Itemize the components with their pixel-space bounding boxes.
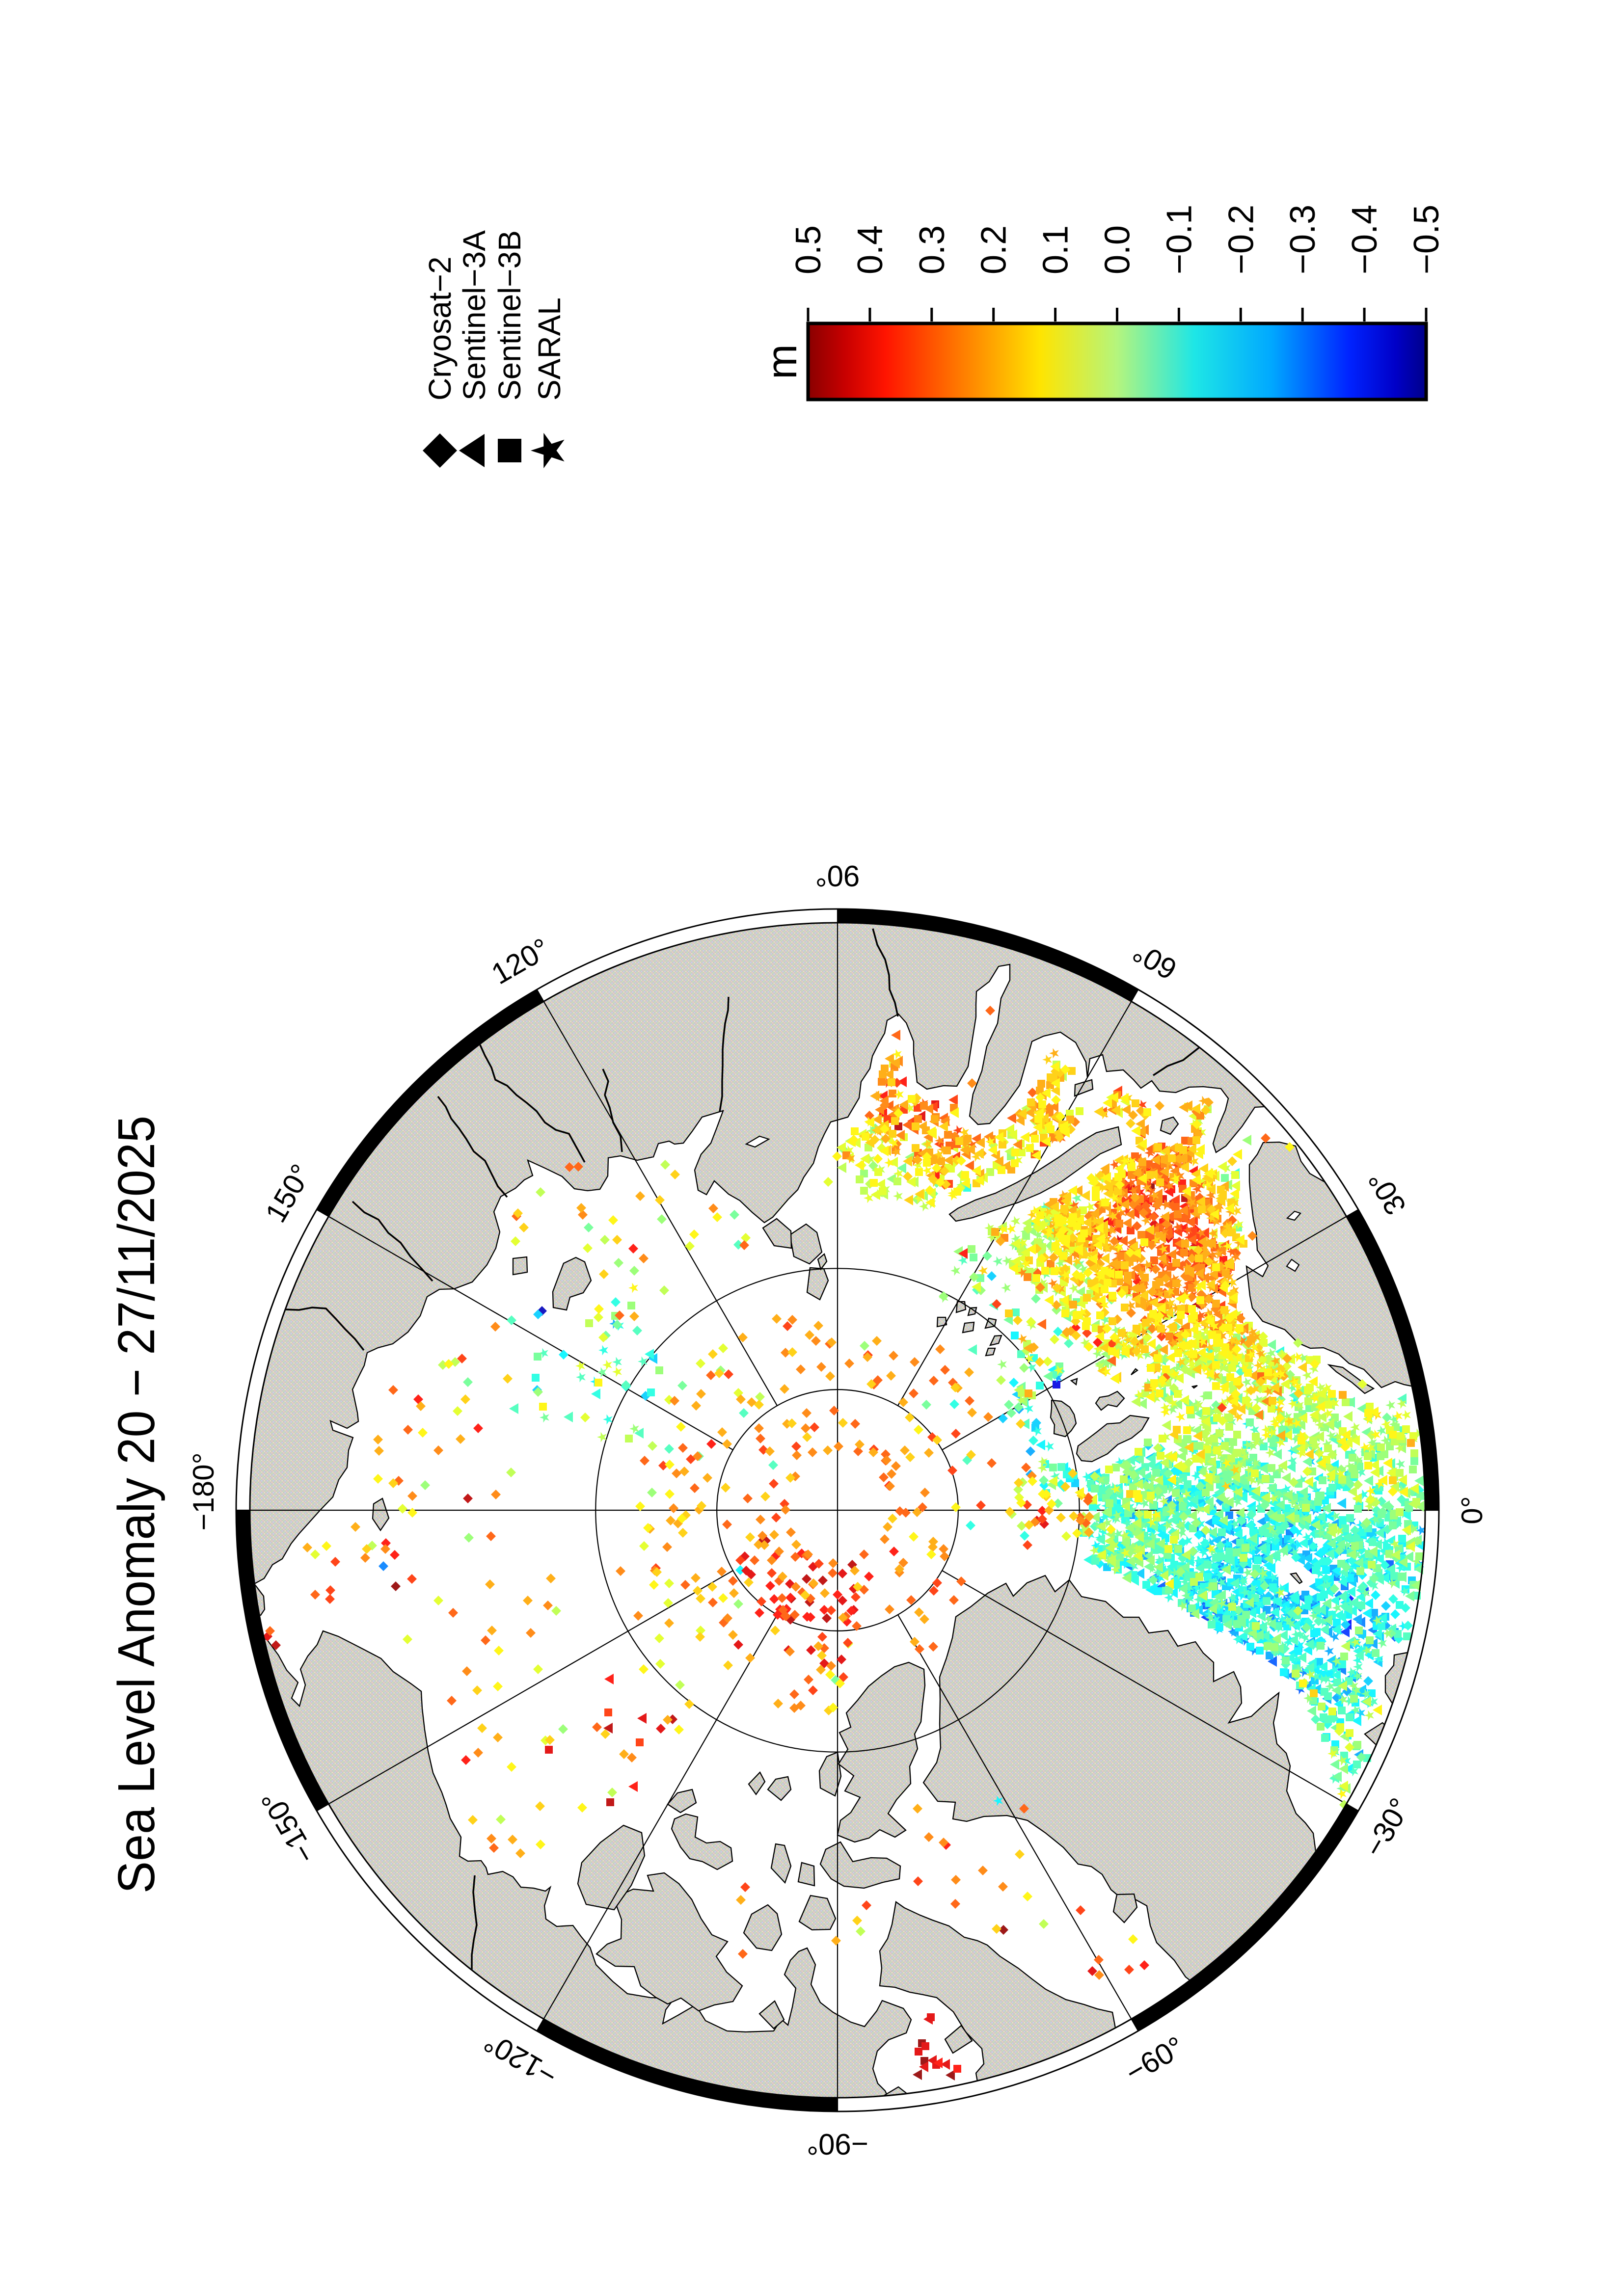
svg-text:SARAL: SARAL — [532, 297, 567, 400]
svg-text:m: m — [758, 344, 806, 379]
svg-text:Sea Level Anomaly 20 − 27/11/2: Sea Level Anomaly 20 − 27/11/2025 — [108, 1116, 165, 1894]
svg-text:0.0: 0.0 — [1098, 225, 1137, 274]
svg-text:Sentinel−3A: Sentinel−3A — [457, 230, 492, 400]
svg-text:0.2: 0.2 — [974, 225, 1014, 274]
svg-text:0.1: 0.1 — [1036, 225, 1076, 274]
svg-text:Cryosat−2: Cryosat−2 — [422, 257, 458, 400]
svg-text:−0.1: −0.1 — [1160, 205, 1199, 274]
svg-text:−0.5: −0.5 — [1407, 205, 1446, 274]
svg-text:−180°: −180° — [187, 1452, 220, 1530]
svg-text:0°: 0° — [1456, 1496, 1488, 1524]
svg-text:−0.4: −0.4 — [1345, 205, 1384, 274]
svg-text:0.3: 0.3 — [913, 225, 952, 274]
svg-text:−0.3: −0.3 — [1283, 205, 1323, 274]
svg-text:Sentinel−3B: Sentinel−3B — [492, 230, 527, 400]
svg-text:−0.2: −0.2 — [1221, 205, 1261, 274]
svg-text:90°: 90° — [815, 859, 860, 892]
svg-text:−90°: −90° — [807, 2128, 868, 2161]
svg-text:0.5: 0.5 — [789, 225, 828, 274]
svg-text:0.4: 0.4 — [851, 225, 890, 274]
